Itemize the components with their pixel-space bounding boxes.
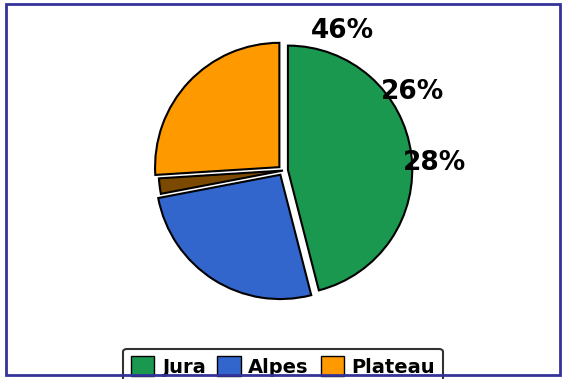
Text: 28%: 28% [403,150,466,175]
Wedge shape [159,171,283,194]
Text: 26%: 26% [381,80,445,105]
Wedge shape [288,45,412,290]
Text: 46%: 46% [311,18,374,44]
Wedge shape [158,175,311,299]
Wedge shape [155,43,280,175]
Legend: Jura, Alpes, Plateau: Jura, Alpes, Plateau [123,349,443,379]
